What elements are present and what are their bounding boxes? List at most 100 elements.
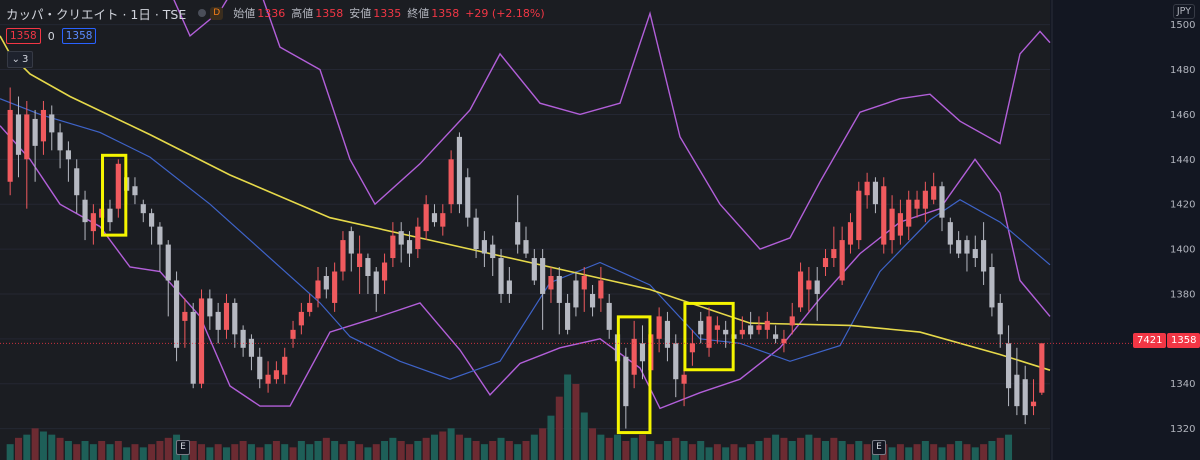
candle: [190, 302, 196, 389]
candle-body: [456, 136, 463, 205]
candle-body: [939, 186, 945, 218]
volume-bar: [131, 444, 139, 460]
candle: [964, 235, 970, 272]
volume-bar: [822, 441, 830, 460]
volume-bar: [663, 441, 671, 460]
candle: [689, 329, 695, 366]
volume-bar: [406, 444, 414, 460]
sma-value-badge[interactable]: 1358: [6, 28, 41, 44]
symbol-title[interactable]: カッパ・クリエイト · 1日 · TSE: [6, 6, 187, 22]
volume-bar: [930, 444, 938, 460]
candle: [515, 195, 521, 254]
price-tick-label: 1460: [1170, 110, 1195, 121]
candle-body: [248, 338, 255, 357]
candle-body: [806, 280, 812, 290]
candle-body: [589, 293, 596, 308]
volume-bar: [564, 374, 572, 460]
candle: [323, 267, 329, 299]
candle-body: [723, 329, 729, 335]
volume-bar: [647, 441, 655, 460]
candle: [714, 316, 720, 344]
price-tick-label: 1500: [1170, 20, 1195, 31]
volume-tag: 7421: [1133, 333, 1167, 348]
highlight-box: [683, 301, 735, 372]
candle: [49, 105, 55, 151]
candle-body: [773, 334, 779, 339]
candle: [1022, 365, 1028, 425]
candle-body: [315, 280, 321, 299]
candle-body: [24, 114, 30, 160]
candle: [440, 204, 446, 236]
volume-bar: [214, 444, 222, 460]
candle: [548, 267, 554, 303]
candle-body: [689, 343, 695, 353]
candle: [307, 293, 313, 317]
currency-selector[interactable]: JPY: [1172, 4, 1195, 19]
candle-body: [997, 302, 1003, 335]
candle-body: [173, 280, 180, 348]
volume-bar: [530, 434, 538, 460]
candle: [448, 150, 454, 214]
volume-bar: [572, 384, 580, 460]
candle: [149, 208, 155, 245]
highlight-box: [616, 315, 652, 435]
volume-bar: [189, 441, 197, 460]
candle: [498, 249, 504, 303]
candle: [390, 222, 396, 268]
volume-bar: [963, 444, 971, 460]
candle: [922, 181, 928, 223]
volume-bar: [148, 444, 156, 460]
candle-body: [989, 267, 995, 308]
volume-bar: [272, 441, 280, 460]
candle-body: [706, 316, 712, 348]
candle: [573, 271, 579, 317]
candle-body: [756, 325, 762, 330]
candle: [481, 231, 487, 268]
candle-body: [357, 253, 363, 268]
volume-bar: [389, 437, 397, 460]
candle: [914, 190, 920, 218]
candle: [997, 293, 1003, 348]
candle: [65, 141, 71, 182]
volume-bar: [439, 431, 447, 460]
candle: [822, 249, 829, 276]
candlesticks: [7, 87, 1045, 429]
candle-body: [581, 276, 587, 290]
volume-bar: [306, 444, 314, 460]
earnings-marker[interactable]: E: [176, 440, 190, 455]
volume-bar: [106, 444, 114, 460]
candle: [706, 307, 712, 357]
candle-body: [265, 374, 271, 384]
volume-bar: [772, 434, 780, 460]
volume-bar: [239, 441, 247, 460]
candle-body: [232, 302, 238, 335]
candle-body: [914, 199, 920, 209]
volume-bar: [938, 447, 946, 460]
candle: [531, 249, 537, 285]
volume-bar: [322, 437, 330, 460]
candle: [847, 213, 854, 254]
candle-body: [797, 271, 804, 308]
candle-body: [448, 159, 454, 205]
candle: [365, 253, 371, 294]
volume-bar: [539, 428, 547, 460]
candle-body: [257, 356, 263, 380]
candle: [681, 365, 687, 407]
indicator-collapse-button[interactable]: ⌄ 3: [7, 51, 33, 68]
ma-value-badge[interactable]: 1358: [61, 28, 97, 44]
candle: [82, 190, 88, 241]
price-tick-label: 1400: [1170, 245, 1195, 256]
candle-body: [623, 356, 629, 407]
earnings-marker[interactable]: E: [872, 440, 886, 455]
candle: [739, 316, 745, 339]
candle-body: [897, 213, 903, 236]
candle: [506, 267, 512, 303]
candle: [939, 181, 945, 232]
candle-body: [115, 163, 121, 209]
candle-body: [340, 240, 346, 272]
volume-bar: [98, 441, 106, 460]
candle-body: [440, 213, 446, 227]
candle: [581, 267, 587, 312]
volume-bar: [713, 444, 721, 460]
